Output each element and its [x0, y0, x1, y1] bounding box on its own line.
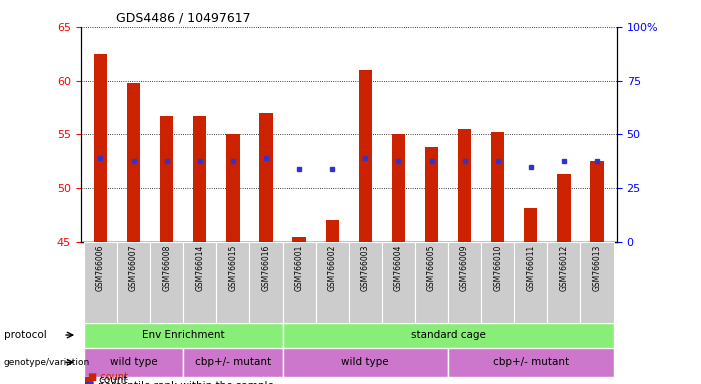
Bar	[481, 242, 515, 323]
Bar	[515, 242, 547, 323]
Text: GSM766005: GSM766005	[427, 244, 436, 291]
Bar	[557, 174, 571, 242]
Bar	[193, 116, 206, 242]
Bar	[217, 242, 250, 323]
Text: percentile rank within the sample: percentile rank within the sample	[98, 381, 274, 384]
Bar	[160, 116, 173, 242]
Bar	[84, 323, 283, 348]
Text: GSM766007: GSM766007	[129, 244, 138, 291]
Text: protocol: protocol	[4, 330, 46, 340]
Text: ■ count: ■ count	[88, 372, 128, 382]
Bar	[458, 129, 471, 242]
Text: GSM766013: GSM766013	[592, 244, 601, 291]
Bar	[325, 220, 339, 242]
Text: GSM766009: GSM766009	[460, 244, 469, 291]
Bar	[590, 161, 604, 242]
Text: GSM766012: GSM766012	[559, 244, 569, 291]
Bar	[524, 207, 538, 242]
Bar	[283, 242, 315, 323]
Bar	[292, 237, 306, 242]
Text: cbp+/- mutant: cbp+/- mutant	[195, 357, 271, 367]
Bar	[117, 242, 150, 323]
Text: GSM766008: GSM766008	[162, 244, 171, 291]
Text: count: count	[98, 375, 128, 384]
Bar	[250, 242, 283, 323]
Text: genotype/variation: genotype/variation	[4, 358, 90, 367]
Text: GSM766001: GSM766001	[294, 244, 304, 291]
Bar	[448, 242, 481, 323]
Text: GSM766002: GSM766002	[327, 244, 336, 291]
Bar	[448, 348, 613, 377]
Bar	[259, 113, 273, 242]
Bar	[226, 134, 240, 242]
Bar	[349, 242, 382, 323]
Text: ■: ■	[84, 375, 95, 384]
Bar	[94, 54, 107, 242]
Bar	[392, 134, 405, 242]
Bar	[580, 242, 613, 323]
Text: GSM766014: GSM766014	[196, 244, 204, 291]
Text: GSM766015: GSM766015	[229, 244, 238, 291]
Text: wild type: wild type	[110, 357, 158, 367]
Text: GSM766004: GSM766004	[394, 244, 403, 291]
Text: cbp+/- mutant: cbp+/- mutant	[493, 357, 569, 367]
Text: wild type: wild type	[341, 357, 389, 367]
Bar	[315, 242, 349, 323]
Text: GSM766011: GSM766011	[526, 244, 536, 291]
Text: Env Enrichment: Env Enrichment	[142, 330, 224, 340]
Bar	[183, 348, 283, 377]
Text: GSM766016: GSM766016	[261, 244, 271, 291]
Text: standard cage: standard cage	[411, 330, 486, 340]
Bar	[425, 147, 438, 242]
Text: GSM766003: GSM766003	[361, 244, 370, 291]
Text: GSM766006: GSM766006	[96, 244, 105, 291]
Text: GDS4486 / 10497617: GDS4486 / 10497617	[116, 12, 250, 25]
Bar	[547, 242, 580, 323]
Bar	[359, 70, 372, 242]
Bar	[491, 132, 504, 242]
Text: ■: ■	[84, 381, 95, 384]
Bar	[415, 242, 448, 323]
Text: GSM766010: GSM766010	[494, 244, 502, 291]
Bar	[84, 348, 183, 377]
Bar	[150, 242, 183, 323]
Bar	[127, 83, 140, 242]
Bar	[283, 323, 613, 348]
Bar	[84, 242, 117, 323]
Bar	[283, 348, 448, 377]
Bar	[382, 242, 415, 323]
Bar	[183, 242, 217, 323]
